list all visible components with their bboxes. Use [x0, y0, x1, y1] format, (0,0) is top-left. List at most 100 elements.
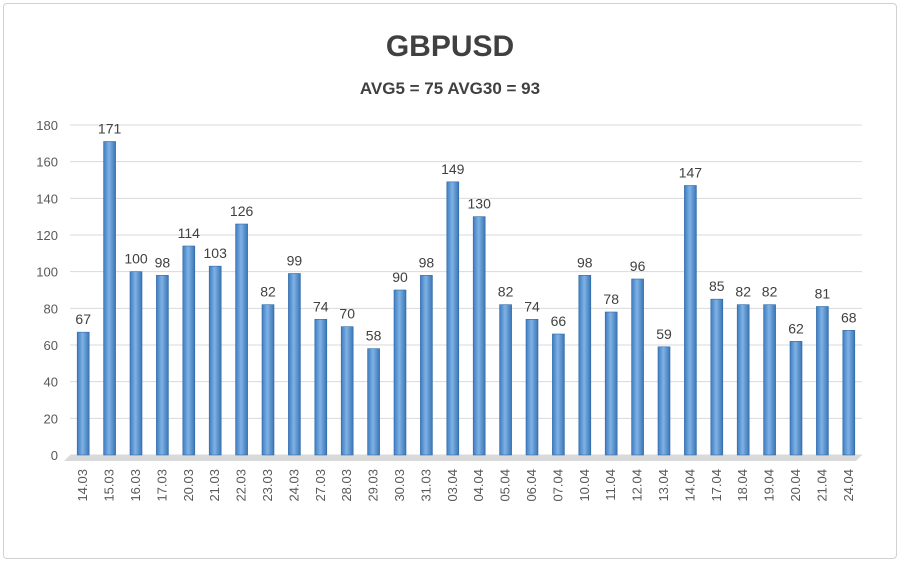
x-tick-label: 18.04 — [735, 469, 750, 502]
bar — [789, 341, 803, 456]
data-label: 82 — [762, 284, 778, 300]
x-tick-label: 31.03 — [418, 469, 433, 502]
data-label: 70 — [339, 306, 355, 322]
data-label: 82 — [498, 284, 514, 300]
data-label: 103 — [204, 245, 228, 261]
bar — [129, 271, 143, 456]
x-tick-label: 24.04 — [841, 469, 856, 502]
x-tick-label: 22.03 — [234, 469, 249, 502]
x-tick-label: 16.03 — [128, 469, 143, 502]
bar — [657, 346, 671, 456]
x-tick-label: 14.03 — [75, 469, 90, 502]
data-label: 59 — [656, 326, 672, 342]
data-label: 74 — [524, 298, 540, 314]
x-tick-label: 15.03 — [102, 469, 117, 502]
x-tick-label: 17.03 — [154, 469, 169, 502]
y-tick-label: 160 — [36, 155, 58, 170]
y-tick-label: 140 — [36, 191, 58, 206]
data-label: 82 — [260, 284, 276, 300]
data-label: 114 — [178, 225, 201, 241]
data-label: 98 — [419, 254, 435, 270]
chart-floor — [64, 455, 862, 461]
bar — [763, 304, 776, 456]
y-tick-label: 120 — [36, 228, 58, 243]
y-tick-label: 60 — [44, 338, 58, 353]
y-tick-label: 100 — [36, 265, 58, 280]
x-tick-label: 29.03 — [366, 469, 381, 502]
bar — [499, 304, 512, 456]
x-tick-label: 07.04 — [550, 469, 565, 502]
bar — [314, 319, 328, 456]
chart-subtitle: AVG5 = 75 AVG30 = 93 — [359, 79, 541, 98]
chart-title: GBPUSD — [385, 30, 515, 63]
bar — [446, 181, 460, 456]
bar — [472, 216, 486, 456]
bar — [76, 331, 90, 456]
bar — [367, 348, 380, 456]
y-tick-label: 0 — [51, 448, 58, 463]
data-label: 68 — [841, 309, 857, 325]
bar — [578, 275, 592, 456]
data-label: 99 — [287, 253, 303, 269]
data-label: 100 — [124, 251, 148, 267]
data-label: 130 — [468, 196, 492, 212]
bar — [261, 304, 275, 456]
x-tick-label: 27.03 — [313, 469, 328, 502]
bar — [710, 298, 724, 456]
data-label: 98 — [577, 254, 593, 270]
y-tick-label: 180 — [36, 118, 58, 133]
x-tick-label: 03.04 — [445, 469, 460, 502]
data-label: 90 — [392, 269, 408, 285]
bar — [736, 304, 750, 456]
data-label: 62 — [788, 320, 804, 336]
bar — [684, 185, 697, 456]
data-label: 96 — [630, 258, 646, 274]
x-tick-label: 21.04 — [814, 469, 829, 502]
y-tick-label: 20 — [44, 411, 58, 426]
x-tick-label: 23.03 — [260, 469, 275, 502]
bar — [604, 311, 618, 456]
x-tick-label: 04.04 — [471, 469, 486, 502]
data-label: 85 — [709, 278, 725, 294]
x-tick-label: 10.04 — [577, 469, 592, 502]
x-tick-label: 19.04 — [762, 469, 777, 502]
x-tick-label: 11.04 — [603, 469, 618, 501]
bar — [103, 141, 116, 456]
bar — [816, 306, 829, 456]
y-tick-label: 80 — [44, 301, 58, 316]
bar — [235, 223, 248, 456]
x-tick-label: 17.04 — [709, 469, 724, 502]
data-label: 78 — [603, 291, 619, 307]
data-label: 126 — [230, 203, 254, 219]
data-label: 67 — [75, 311, 91, 327]
bar — [340, 326, 354, 456]
bar — [288, 273, 301, 456]
data-label: 171 — [98, 121, 122, 137]
bar — [420, 275, 433, 456]
x-tick-label: 20.04 — [788, 469, 803, 502]
bar — [208, 265, 222, 456]
data-label: 66 — [551, 313, 567, 329]
data-label: 81 — [815, 286, 831, 302]
data-label: 74 — [313, 298, 329, 314]
y-tick-label: 40 — [44, 375, 58, 390]
bar — [631, 278, 644, 456]
bar — [842, 330, 856, 456]
data-label: 147 — [679, 165, 703, 181]
x-tick-label: 13.04 — [656, 469, 671, 502]
bar — [182, 245, 196, 456]
x-tick-label: 28.03 — [339, 469, 354, 502]
x-tick-label: 30.03 — [392, 469, 407, 502]
bar — [156, 275, 169, 456]
x-tick-label: 14.04 — [682, 469, 697, 502]
bar — [525, 319, 539, 456]
x-tick-label: 12.04 — [630, 469, 645, 502]
data-label: 58 — [366, 328, 382, 344]
bar — [393, 289, 407, 456]
x-tick-label: 24.03 — [286, 469, 301, 502]
x-tick-label: 06.04 — [524, 469, 539, 502]
data-label: 82 — [735, 284, 751, 300]
bar — [552, 333, 565, 456]
x-tick-label: 05.04 — [498, 469, 513, 502]
